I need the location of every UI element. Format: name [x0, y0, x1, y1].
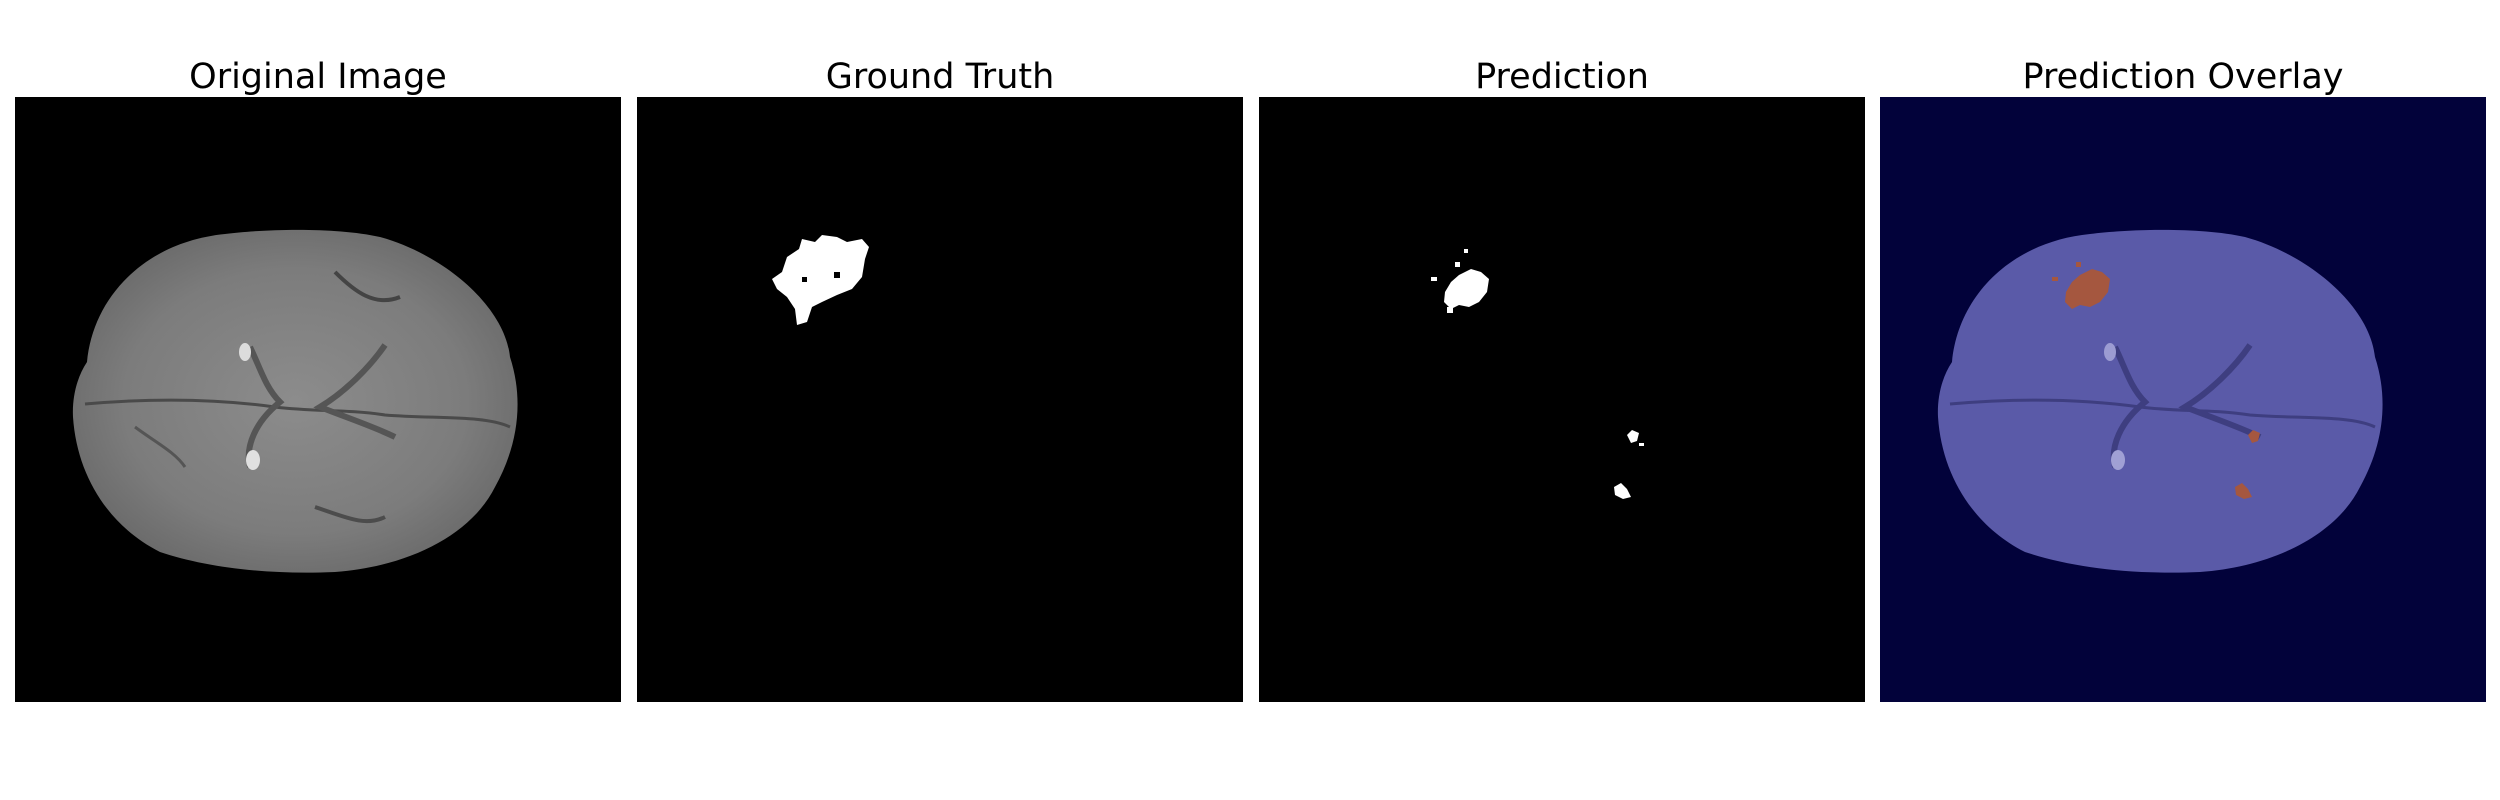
prediction-region [1627, 430, 1639, 443]
ventricle-right [313, 343, 397, 440]
bright-spot [239, 343, 251, 361]
prediction-overlay-panel [1880, 97, 2486, 702]
original-image-panel [15, 97, 621, 702]
prediction-speck [1431, 277, 1437, 281]
panel-title-prediction-overlay: Prediction Overlay [2022, 57, 2344, 97]
overlay-lesion-speck [2052, 277, 2058, 281]
ventricle-left [245, 345, 285, 468]
prediction-speck [1447, 307, 1453, 313]
ground-truth-panel [637, 97, 1243, 702]
prediction-speck [1455, 262, 1460, 267]
overlay-lesion [2065, 269, 2110, 309]
overlay-bright-spot [2104, 343, 2116, 361]
panel-title-original-image: Original Image [189, 57, 447, 97]
ground-truth-mask [772, 235, 869, 325]
panel-title-prediction: Prediction [1475, 57, 1649, 97]
overlay-brain-tissue [1937, 229, 2383, 573]
prediction-mask [1431, 249, 1644, 499]
prediction-region [1444, 269, 1489, 309]
panel-title-ground-truth: Ground Truth [825, 57, 1055, 97]
prediction-speck [1639, 443, 1644, 446]
ground-truth-hole [834, 272, 840, 278]
overlay-bright-spot [2111, 450, 2125, 470]
overlay-ventricle-right [2178, 343, 2262, 440]
ground-truth-region [772, 235, 869, 325]
dark-sulcus [333, 270, 401, 303]
prediction-region [1614, 483, 1631, 499]
dark-sulcus [134, 425, 187, 468]
overlay-lesion [2248, 430, 2260, 443]
overlay-ventricle-left [2110, 345, 2150, 468]
original-image [72, 229, 518, 573]
prediction-panel [1259, 97, 1865, 702]
overlay-lesion [2235, 483, 2252, 499]
prediction-overlay [1880, 97, 2486, 702]
overlay-lesion-speck [2076, 262, 2081, 267]
ground-truth-hole [802, 277, 807, 282]
bright-spot [246, 450, 260, 470]
brain-tissue-shape [72, 229, 518, 573]
dark-sulcus [314, 505, 386, 524]
prediction-speck [1464, 249, 1468, 253]
